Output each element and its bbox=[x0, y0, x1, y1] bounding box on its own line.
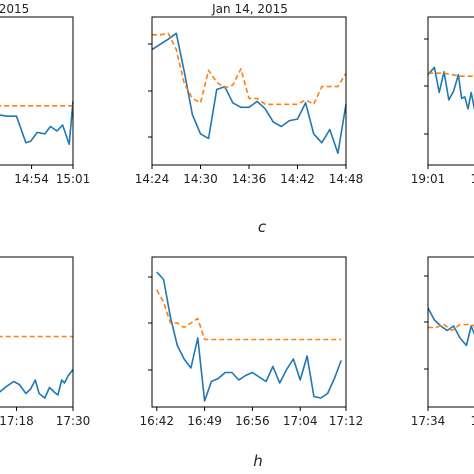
dashed-series-line bbox=[428, 323, 474, 332]
chart-panel-2: 14:24 14:30 14:36 14:42 14:48 Jan 14, 2015 c bbox=[135, 2, 364, 236]
axes-frame bbox=[0, 16, 74, 166]
axes-frame bbox=[151, 16, 347, 166]
x-tick-label: 14:54 bbox=[14, 172, 49, 186]
x-tick-label: 14:30 bbox=[183, 172, 218, 186]
panel-label: c bbox=[258, 218, 267, 236]
solid-series-line bbox=[0, 101, 74, 146]
x-tick-label: 14:42 bbox=[280, 172, 315, 186]
panel-title: 2015 bbox=[0, 2, 29, 16]
x-tick-label: 16:49 bbox=[187, 414, 222, 428]
x-tick-label: 17:18 bbox=[0, 414, 34, 428]
axes-frame bbox=[427, 256, 474, 408]
axes-frame bbox=[427, 16, 474, 166]
x-tick-label: 17:04 bbox=[283, 414, 318, 428]
panel-label: h bbox=[253, 452, 263, 470]
x-tick-label: 17:34 bbox=[411, 414, 446, 428]
dashed-series-line bbox=[156, 289, 342, 341]
x-tick-label: 14:36 bbox=[232, 172, 267, 186]
solid-series-line bbox=[427, 66, 474, 110]
chart-panel-6: 17:34 17:4 bbox=[411, 256, 474, 428]
x-tick-label: 14:48 bbox=[329, 172, 364, 186]
x-tick-label: 16:42 bbox=[139, 414, 174, 428]
solid-series-line bbox=[0, 369, 74, 399]
x-tick-label: 16:56 bbox=[235, 414, 270, 428]
x-tick-label: 17:4 bbox=[471, 414, 474, 428]
axes-frame bbox=[151, 256, 347, 408]
chart-panel-4: 17:18 17:30 bbox=[0, 256, 91, 428]
x-tick-label: 19:0 bbox=[471, 172, 474, 186]
solid-series-line bbox=[156, 271, 342, 402]
solid-series-line bbox=[427, 307, 474, 347]
chart-panel-5: 16:42 16:49 16:56 17:04 17:12 h bbox=[139, 256, 364, 470]
solid-series-line bbox=[151, 32, 347, 154]
dashed-series-line bbox=[152, 32, 347, 106]
x-tick-label: 14:24 bbox=[135, 172, 170, 186]
chart-panel-1: 14:54 15:01 2015 bbox=[0, 2, 90, 186]
chart-panel-3: 19:01 19:0 bbox=[411, 16, 474, 186]
dashed-series-line bbox=[428, 72, 474, 77]
panel-title: Jan 14, 2015 bbox=[211, 2, 288, 16]
x-tick-label: 19:01 bbox=[411, 172, 446, 186]
x-tick-label: 17:30 bbox=[56, 414, 91, 428]
x-tick-label: 15:01 bbox=[56, 172, 91, 186]
x-tick-label: 17:12 bbox=[329, 414, 364, 428]
